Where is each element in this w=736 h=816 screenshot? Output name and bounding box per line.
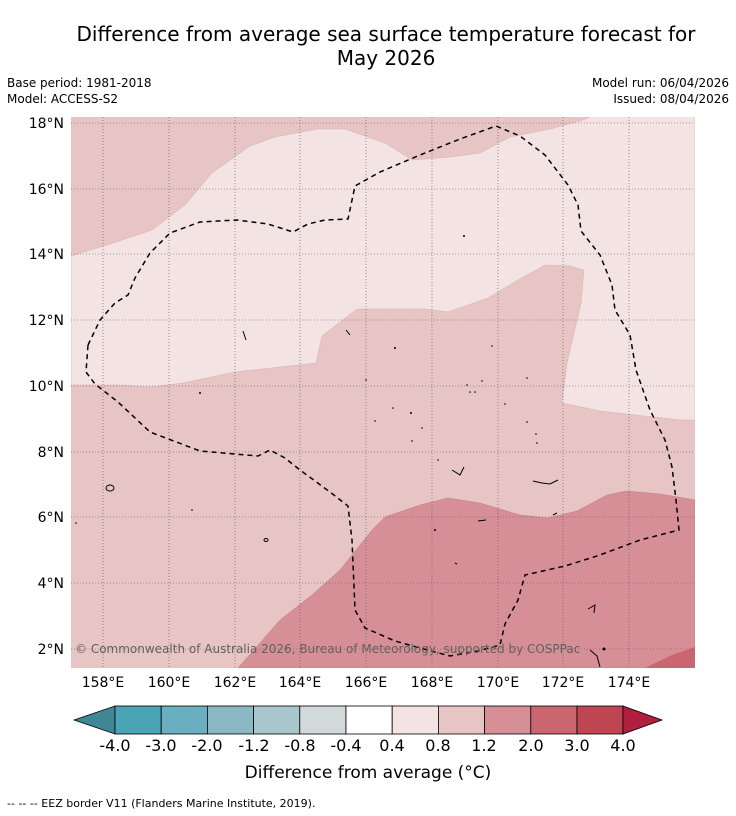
lat-label: 18°N — [29, 116, 64, 132]
meta-right: Model run: 06/04/2026 Issued: 08/04/2026 — [592, 75, 729, 107]
colorbar-swatch — [391, 705, 439, 735]
lat-label: 2°N — [38, 642, 64, 658]
colorbar-swatch — [160, 705, 208, 735]
model-run: Model run: 06/04/2026 — [591, 76, 729, 90]
field-2.0-3.0-southeast — [645, 647, 695, 668]
lat-label: 8°N — [38, 445, 64, 461]
lon-label: 166°E — [345, 675, 388, 691]
lat-axis-labels: 18°N 16°N 14°N 12°N 10°N 8°N 6°N 4°N 2°N — [29, 116, 64, 658]
lat-label: 16°N — [29, 182, 64, 198]
colorbar-label: 2.0 — [518, 736, 543, 755]
colorbar-swatch — [576, 705, 624, 735]
colorbar-labels: -4.0 -3.0 -2.0 -1.2 -0.8 -0.4 0.4 0.8 1.… — [99, 736, 635, 755]
colorbar-swatch — [114, 705, 162, 735]
colorbar-label: 1.2 — [471, 736, 496, 755]
lat-gridlines — [71, 122, 695, 650]
colorbar-swatch — [345, 705, 393, 735]
issued-date: Issued: 08/04/2026 — [613, 92, 729, 106]
base-period: Base period: 1981-2018 — [7, 76, 152, 90]
model-name: Model: ACCESS-S2 — [7, 92, 119, 106]
lon-label: 158°E — [82, 675, 125, 691]
colorbar-swatch — [253, 705, 301, 735]
colorbar-title: Difference from average (°C) — [244, 763, 492, 783]
lon-label: 160°E — [148, 675, 191, 691]
colorbar-label: -4.0 — [99, 736, 130, 755]
colorbar-swatch — [72, 705, 116, 735]
title-line-1: Difference from average sea surface temp… — [76, 22, 696, 46]
lat-label: 12°N — [29, 313, 64, 329]
colorbar-label: 4.0 — [610, 736, 635, 755]
colorbar-swatch — [530, 705, 578, 735]
colorbar-label: -1.2 — [238, 736, 269, 755]
colorbar-swatch — [206, 705, 254, 735]
colorbar-swatch — [484, 705, 532, 735]
lon-label: 168°E — [411, 675, 454, 691]
islands — [105, 329, 601, 668]
eez-border — [85, 125, 680, 657]
lat-label: 6°N — [38, 510, 64, 526]
colorbar-label: 0.8 — [425, 736, 450, 755]
eez-legend-footer: -- -- -- EEZ border V11 (Flanders Marine… — [7, 797, 316, 810]
colorbar-label: 0.4 — [379, 736, 404, 755]
colorbar-label: 3.0 — [564, 736, 589, 755]
lon-label: 170°E — [477, 675, 520, 691]
lon-label: 164°E — [279, 675, 322, 691]
colorbar-label: -0.4 — [330, 736, 361, 755]
title-line-2: May 2026 — [336, 46, 436, 70]
colorbar-label: -0.8 — [284, 736, 315, 755]
atoll-dots — [75, 235, 606, 651]
colorbar — [72, 705, 664, 735]
lat-label: 14°N — [29, 247, 64, 263]
field-0.4-0.8-north — [71, 117, 695, 421]
colorbar-swatch — [437, 705, 485, 735]
colorbar-swatch — [622, 705, 664, 735]
colorbar-label: -2.0 — [191, 736, 222, 755]
copyright-notice: © Commonwealth of Australia 2026, Bureau… — [75, 642, 580, 656]
lon-label: 172°E — [542, 675, 585, 691]
sst-map: © Commonwealth of Australia 2026, Bureau… — [29, 116, 695, 755]
lon-gridlines — [102, 117, 630, 668]
field-1.2-2.0-south — [237, 490, 695, 668]
colorbar-label: -3.0 — [145, 736, 176, 755]
anomaly-fields — [71, 117, 695, 668]
lat-label: 10°N — [29, 379, 64, 395]
lat-label: 4°N — [38, 576, 64, 592]
lon-label: 162°E — [214, 675, 257, 691]
colorbar-swatch — [299, 705, 347, 735]
meta-left: Base period: 1981-2018 Model: ACCESS-S2 — [7, 75, 152, 107]
lon-axis-labels: 158°E 160°E 162°E 164°E 166°E 168°E 170°… — [82, 675, 651, 691]
lon-label: 174°E — [608, 675, 651, 691]
map-title: Difference from average sea surface temp… — [0, 22, 736, 70]
